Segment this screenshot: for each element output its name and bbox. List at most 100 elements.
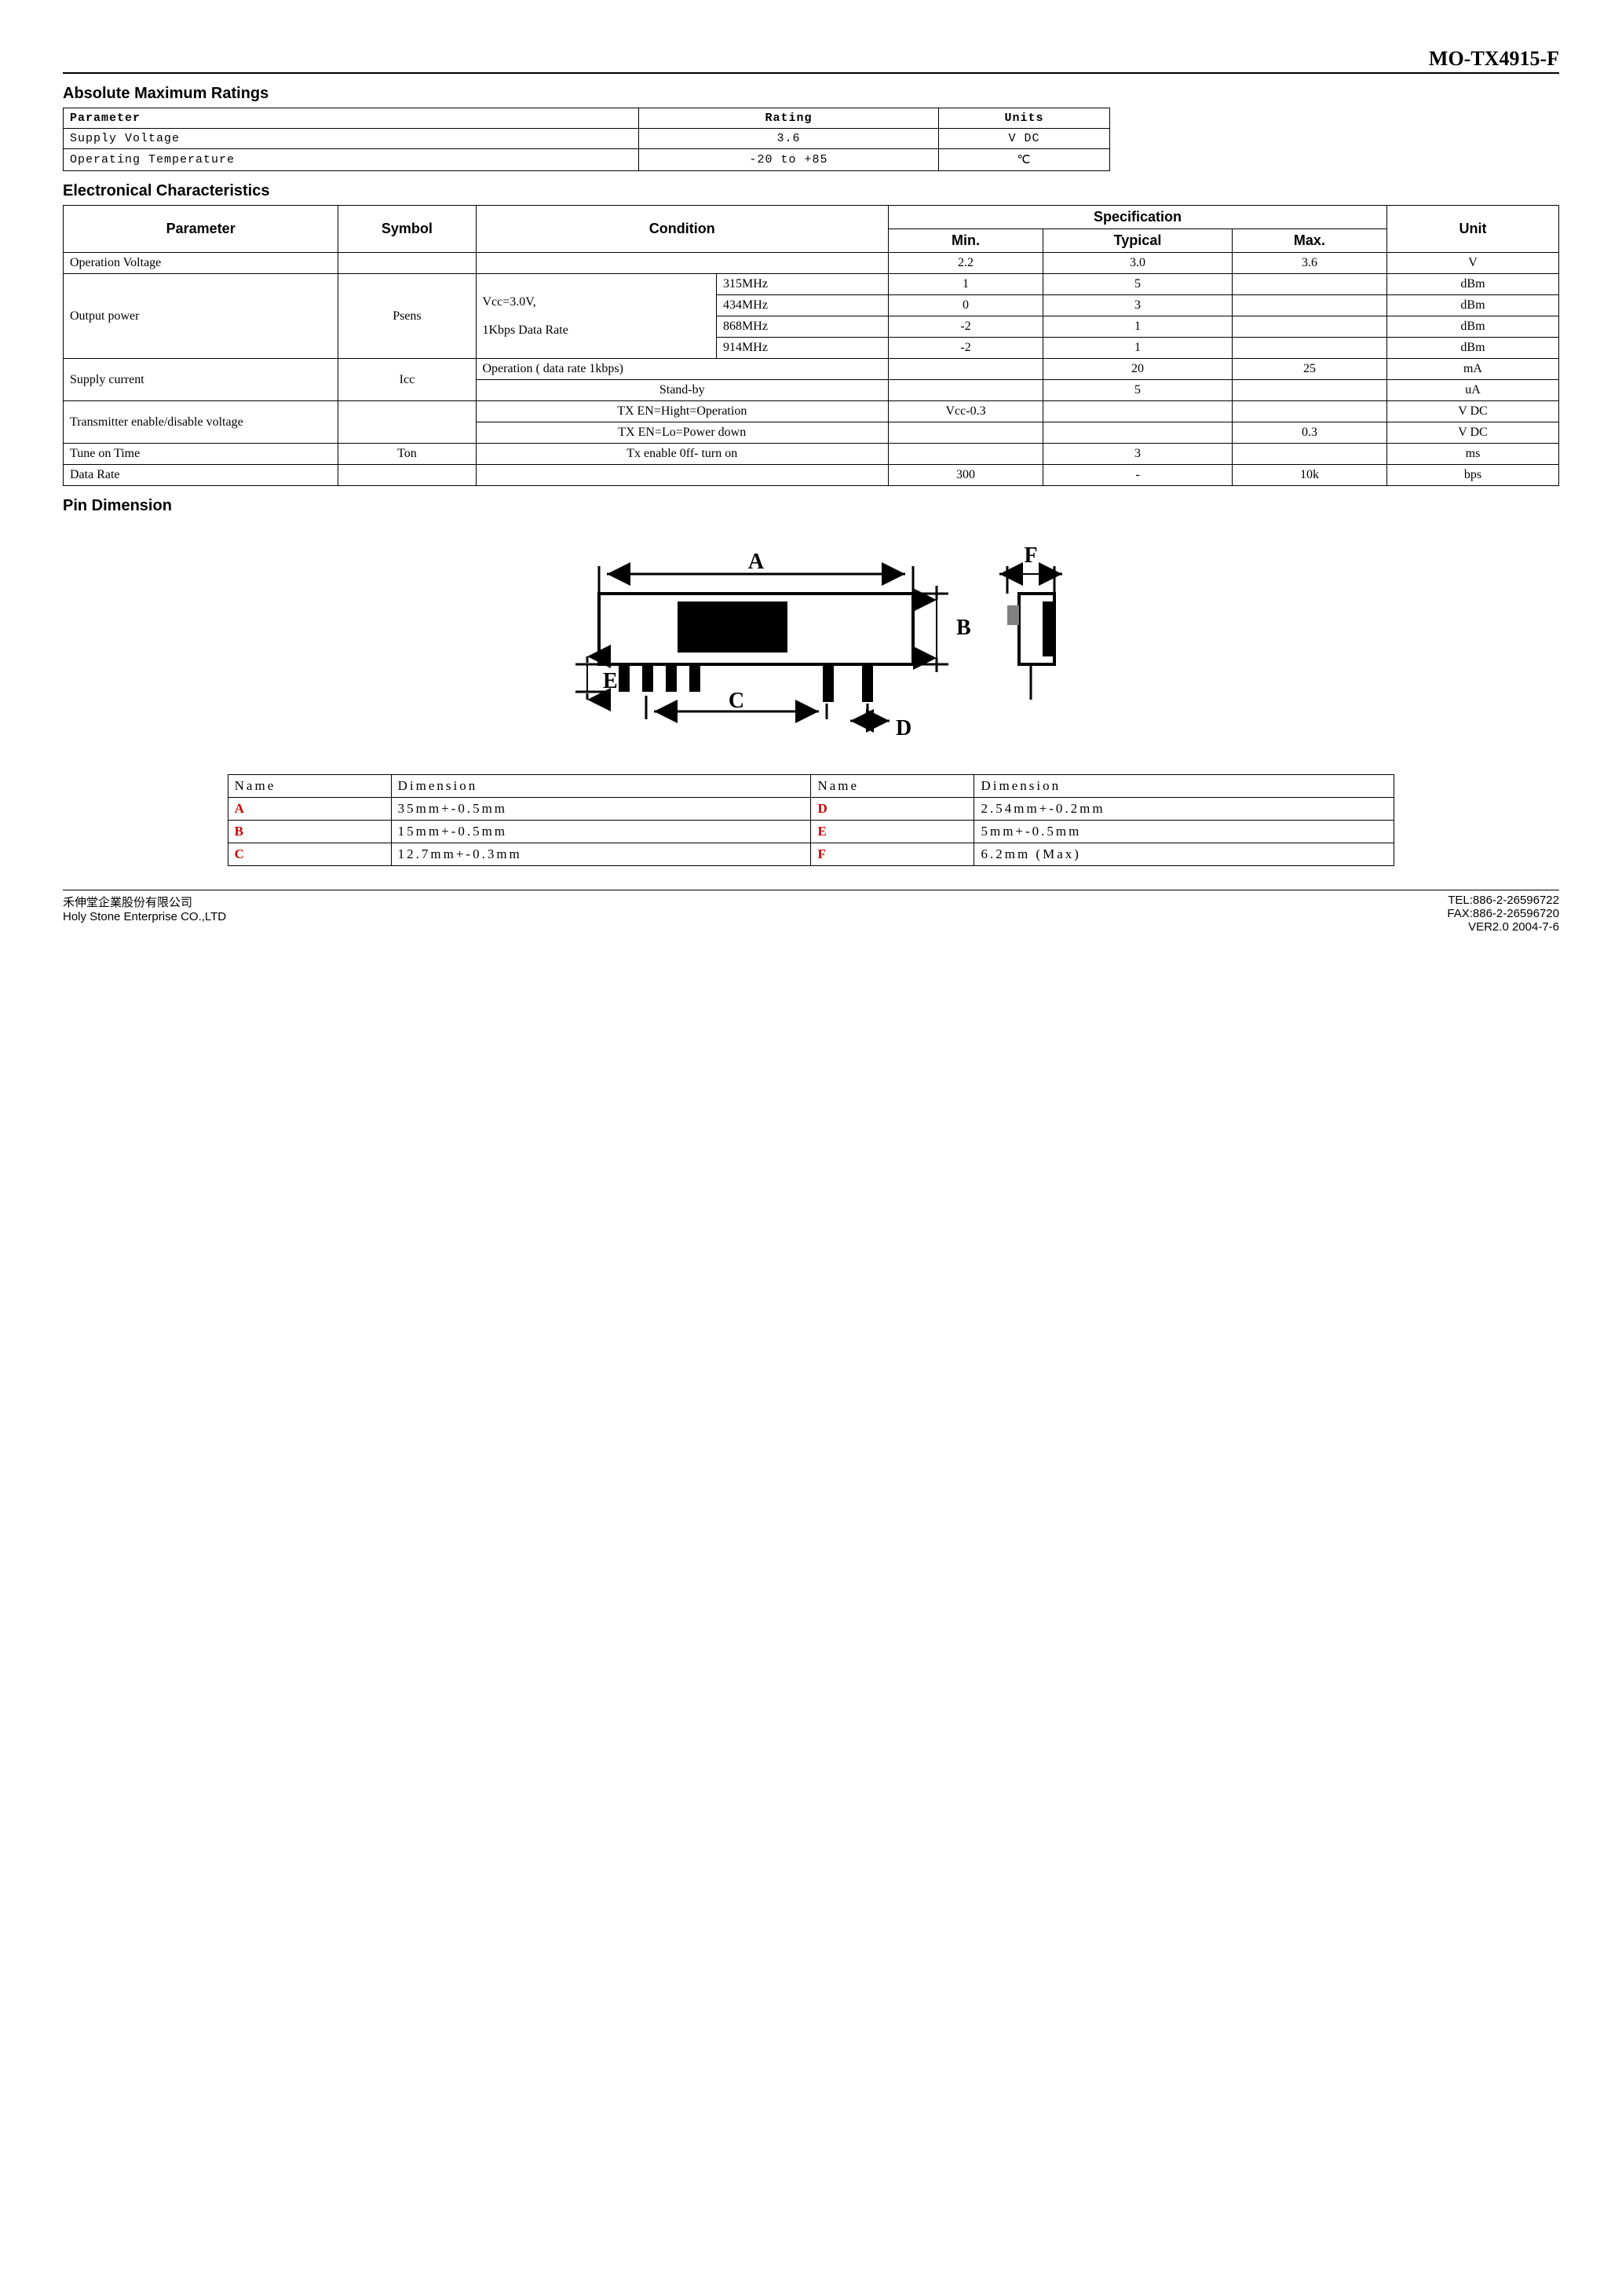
- ec-header-condition: Condition: [476, 206, 889, 253]
- cell: -2: [889, 316, 1043, 338]
- cell: 25: [1232, 359, 1386, 380]
- cell: 0.3: [1232, 422, 1386, 444]
- cell: F: [811, 843, 974, 866]
- cell: [1232, 316, 1386, 338]
- cell: 15mm+-0.5mm: [391, 821, 811, 843]
- cell: [889, 380, 1043, 401]
- table-row: Supply Voltage 3.6 V DC: [64, 129, 1110, 149]
- cell: [1232, 274, 1386, 295]
- dim-label-C: C: [729, 689, 744, 713]
- cell: Transmitter enable/disable voltage: [64, 401, 338, 444]
- cell: Tune on Time: [64, 444, 338, 465]
- dim-header-name: Name: [811, 775, 974, 798]
- ec-header-symbol: Symbol: [338, 206, 476, 253]
- cell: 3.6: [1232, 253, 1386, 274]
- dim-header-dimension: Dimension: [974, 775, 1394, 798]
- cell: 2.2: [889, 253, 1043, 274]
- cell: V DC: [1386, 422, 1558, 444]
- cell: [1232, 338, 1386, 359]
- cell: 868MHz: [717, 316, 889, 338]
- cell: Vcc-0.3: [889, 401, 1043, 422]
- cell: 3: [1043, 444, 1233, 465]
- ec-title: Electronical Characteristics: [63, 182, 1559, 200]
- dim-label-B: B: [956, 616, 971, 640]
- cell: V DC: [938, 129, 1109, 149]
- cell: [476, 253, 889, 274]
- footer-ver: VER2.0 2004-7-6: [1447, 920, 1559, 934]
- text: Vcc=3.0V,: [483, 295, 536, 309]
- cell: Vcc=3.0V, 1Kbps Data Rate: [476, 274, 717, 359]
- cell: 3.0: [1043, 253, 1233, 274]
- cell: V DC: [1386, 401, 1558, 422]
- cell: Icc: [338, 359, 476, 401]
- cell: [1232, 444, 1386, 465]
- cell: Operation Voltage: [64, 253, 338, 274]
- table-row: A 35mm+-0.5mm D 2.54mm+-0.2mm: [228, 798, 1394, 821]
- dim-label-A: A: [748, 550, 765, 574]
- ec-header-unit: Unit: [1386, 206, 1558, 253]
- amr-header-parameter: Parameter: [64, 108, 639, 129]
- cell: 1: [889, 274, 1043, 295]
- cell: 6.2mm (Max): [974, 843, 1394, 866]
- table-row: B 15mm+-0.5mm E 5mm+-0.5mm: [228, 821, 1394, 843]
- ec-header-min: Min.: [889, 229, 1043, 253]
- cell: ms: [1386, 444, 1558, 465]
- ec-table: Parameter Symbol Condition Specification…: [63, 205, 1559, 486]
- pindim-title: Pin Dimension: [63, 497, 1559, 515]
- amr-table: Parameter Rating Units Supply Voltage 3.…: [63, 108, 1110, 171]
- cell: 315MHz: [717, 274, 889, 295]
- table-row: Operating Temperature -20 to +85 ℃: [64, 149, 1110, 171]
- cell: V: [1386, 253, 1558, 274]
- cell: D: [811, 798, 974, 821]
- cell: 1: [1043, 316, 1233, 338]
- cell: [1232, 401, 1386, 422]
- company-name-cn: 禾伸堂企業股份有限公司: [63, 894, 226, 910]
- table-row: C 12.7mm+-0.3mm F 6.2mm (Max): [228, 843, 1394, 866]
- cell: 5: [1043, 380, 1233, 401]
- dim-label-F: F: [1024, 543, 1037, 568]
- table-row: Tune on Time Ton Tx enable 0ff- turn on …: [64, 444, 1559, 465]
- cell: B: [228, 821, 391, 843]
- cell: 914MHz: [717, 338, 889, 359]
- cell: [476, 465, 889, 486]
- part-number-header: MO-TX4915-F: [63, 47, 1559, 74]
- cell: -: [1043, 465, 1233, 486]
- cell: [1043, 401, 1233, 422]
- amr-header-units: Units: [938, 108, 1109, 129]
- cell: Operating Temperature: [64, 149, 639, 171]
- cell: [889, 444, 1043, 465]
- cell: 2.54mm+-0.2mm: [974, 798, 1394, 821]
- cell: [1043, 422, 1233, 444]
- cell: [889, 359, 1043, 380]
- cell: Stand-by: [476, 380, 889, 401]
- table-row: Output power Psens Vcc=3.0V, 1Kbps Data …: [64, 274, 1559, 295]
- footer-fax: FAX:886-2-26596720: [1447, 907, 1559, 920]
- cell: 434MHz: [717, 295, 889, 316]
- footer-tel: TEL:886-2-26596722: [1447, 894, 1559, 907]
- cell: 12.7mm+-0.3mm: [391, 843, 811, 866]
- cell: mA: [1386, 359, 1558, 380]
- text: 1Kbps Data Rate: [483, 324, 568, 337]
- cell: 5: [1043, 274, 1233, 295]
- dim-label-D: D: [896, 716, 911, 740]
- cell: Output power: [64, 274, 338, 359]
- cell: uA: [1386, 380, 1558, 401]
- ec-header-typical: Typical: [1043, 229, 1233, 253]
- cell: 5mm+-0.5mm: [974, 821, 1394, 843]
- cell: dBm: [1386, 274, 1558, 295]
- dim-label-E: E: [603, 669, 618, 693]
- table-row: Data Rate 300 - 10k bps: [64, 465, 1559, 486]
- cell: Supply Voltage: [64, 129, 639, 149]
- cell: 1: [1043, 338, 1233, 359]
- cell: Tx enable 0ff- turn on: [476, 444, 889, 465]
- cell: Psens: [338, 274, 476, 359]
- cell: 20: [1043, 359, 1233, 380]
- footer-left: 禾伸堂企業股份有限公司 Holy Stone Enterprise CO.,LT…: [63, 894, 226, 934]
- cell: E: [811, 821, 974, 843]
- cell: TX EN=Lo=Power down: [476, 422, 889, 444]
- cell: [1232, 295, 1386, 316]
- amr-header-rating: Rating: [639, 108, 938, 129]
- amr-title: Absolute Maximum Ratings: [63, 85, 1559, 103]
- cell: [889, 422, 1043, 444]
- cell: TX EN=Hight=Operation: [476, 401, 889, 422]
